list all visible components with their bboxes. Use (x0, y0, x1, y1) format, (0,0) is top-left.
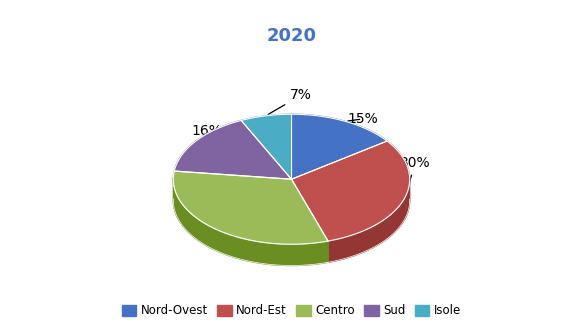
Polygon shape (241, 114, 292, 179)
Text: 15%: 15% (347, 112, 378, 126)
Polygon shape (173, 171, 328, 244)
Polygon shape (173, 178, 328, 265)
Text: 7%: 7% (268, 88, 312, 114)
Text: 30%: 30% (401, 156, 431, 197)
Polygon shape (292, 141, 410, 241)
Polygon shape (174, 120, 292, 179)
Legend: Nord-Ovest, Nord-Est, Centro, Sud, Isole: Nord-Ovest, Nord-Est, Centro, Sud, Isole (117, 300, 466, 322)
Polygon shape (328, 178, 410, 262)
Polygon shape (292, 179, 328, 262)
Text: 2020: 2020 (266, 27, 317, 45)
Polygon shape (292, 114, 387, 179)
Text: 16%: 16% (191, 124, 222, 141)
Polygon shape (292, 179, 328, 262)
Text: 32%: 32% (188, 183, 218, 227)
